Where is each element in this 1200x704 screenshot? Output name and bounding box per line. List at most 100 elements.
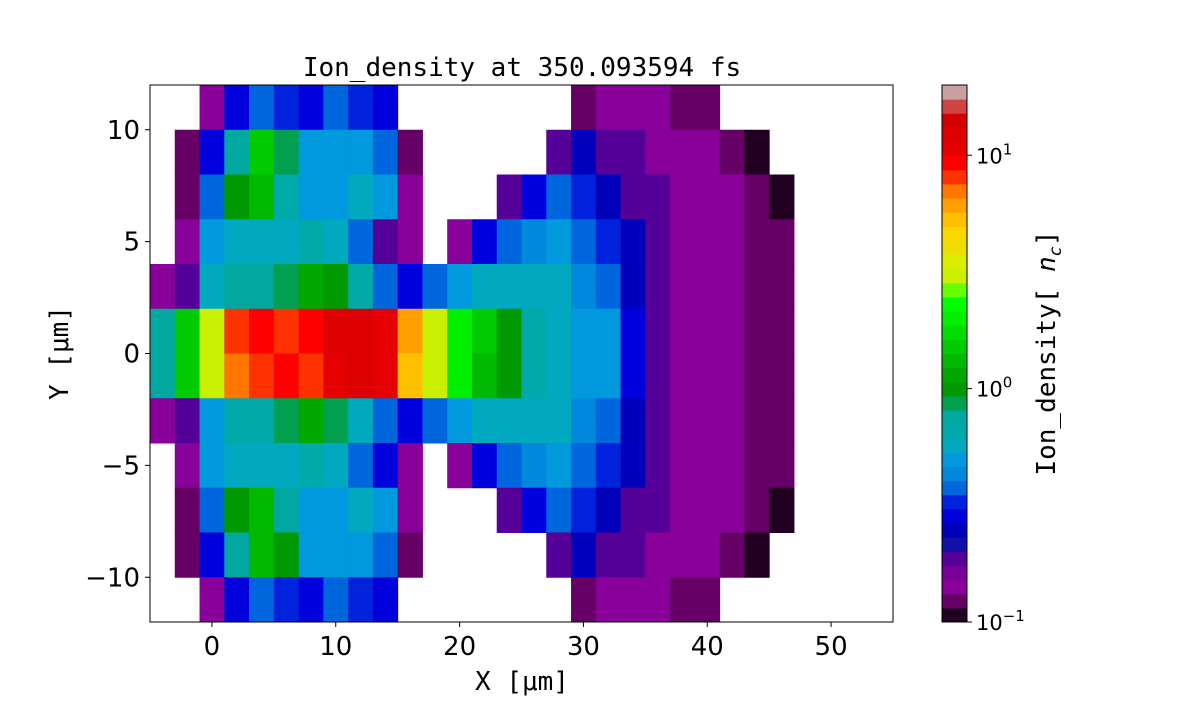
heatmap-cell — [372, 129, 399, 175]
heatmap-cell — [769, 308, 795, 354]
colorbar-band — [942, 99, 967, 114]
heatmap-cell — [521, 219, 547, 265]
heatmap-cell — [769, 174, 795, 220]
heatmap-cell — [323, 398, 349, 444]
heatmap-cell — [496, 487, 522, 533]
heatmap-cell — [224, 219, 250, 265]
heatmap-cell — [273, 264, 300, 310]
heatmap-cell — [199, 264, 225, 310]
heatmap-cell — [546, 129, 572, 175]
heatmap-cell — [150, 264, 176, 310]
heatmap-cell — [744, 129, 770, 175]
heatmap-cell — [150, 353, 176, 399]
heatmap-cell — [719, 487, 745, 533]
heatmap-cell — [694, 532, 721, 578]
heatmap-cell — [249, 308, 275, 354]
colorbar-band — [942, 466, 967, 482]
heatmap-cell — [620, 264, 646, 310]
colorbar-band — [942, 339, 967, 354]
colorbar-band — [942, 593, 967, 609]
heatmap-cell — [298, 443, 324, 489]
heatmap-cell — [620, 174, 646, 220]
colorbar-band — [942, 438, 967, 453]
heatmap-cell — [694, 129, 721, 175]
heatmap-cell — [323, 443, 349, 489]
heatmap-cell — [645, 264, 671, 310]
heatmap-cell — [571, 264, 597, 310]
colorbar-band — [942, 127, 967, 143]
heatmap-cell — [372, 487, 399, 533]
colorbar-band — [942, 537, 967, 552]
heatmap-cell — [496, 308, 522, 354]
heatmap-cell — [571, 219, 597, 265]
heatmap-cell — [769, 264, 795, 310]
heatmap-cell — [571, 174, 597, 220]
heatmap-cell — [174, 174, 201, 220]
heatmap-cell — [571, 129, 597, 175]
heatmap-cell — [595, 577, 622, 623]
heatmap-cell — [323, 264, 349, 310]
heatmap-cell — [546, 308, 572, 354]
heatmap-cell — [719, 264, 745, 310]
heatmap-cell — [150, 398, 176, 444]
heatmap-cell — [670, 443, 696, 489]
heatmap-cell — [645, 532, 671, 578]
heatmap-cell — [719, 443, 745, 489]
heatmap-cell — [447, 398, 473, 444]
heatmap-cell — [199, 85, 225, 131]
heatmap-cell — [496, 398, 522, 444]
heatmap-cell — [447, 308, 473, 354]
heatmap-cell — [348, 264, 374, 310]
heatmap-cell — [397, 174, 423, 220]
heatmap-cell — [174, 532, 201, 578]
heatmap-cell — [199, 129, 225, 175]
colorbar-band — [942, 381, 967, 397]
x-tick-label: 30 — [567, 632, 600, 662]
heatmap-cell — [620, 219, 646, 265]
heatmap-cell — [694, 353, 721, 399]
heatmap-cell — [595, 308, 622, 354]
heatmap-cell — [744, 219, 770, 265]
colorbar-band — [942, 113, 967, 128]
heatmap-cell — [224, 577, 250, 623]
heatmap-cell — [447, 443, 473, 489]
heatmap-cell — [348, 219, 374, 265]
heatmap-cell — [422, 264, 448, 310]
heatmap-cell — [348, 532, 374, 578]
heatmap-cell — [372, 398, 399, 444]
colorbar-band — [942, 226, 967, 241]
heatmap-cell — [397, 353, 423, 399]
heatmap-cell — [298, 487, 324, 533]
heatmap-cell — [670, 85, 696, 131]
colorbar-band — [942, 565, 967, 581]
heatmap-cell — [298, 129, 324, 175]
heatmap-cell — [224, 398, 250, 444]
heatmap-cell — [348, 85, 374, 131]
heatmap-cell — [620, 398, 646, 444]
heatmap-cell — [769, 487, 795, 533]
heatmap-cell — [645, 398, 671, 444]
heatmap-cell — [323, 219, 349, 265]
heatmap-cell — [224, 443, 250, 489]
heatmap-cell — [372, 443, 399, 489]
x-axis-label: X [μm] — [475, 667, 569, 697]
heatmap-cell — [150, 308, 176, 354]
heatmap-cell — [645, 129, 671, 175]
heatmap-cell — [199, 308, 225, 354]
heatmap-cell — [348, 129, 374, 175]
heatmap-cell — [571, 353, 597, 399]
colorbar-band — [942, 268, 967, 284]
heatmap-cell — [199, 577, 225, 623]
heatmap-cell — [546, 532, 572, 578]
heatmap-cell — [571, 577, 597, 623]
heatmap-cell — [249, 487, 275, 533]
heatmap-cell — [595, 85, 622, 131]
heatmap-cell — [447, 353, 473, 399]
heatmap-cell — [571, 443, 597, 489]
heatmap-cell — [298, 219, 324, 265]
heatmap-cell — [645, 443, 671, 489]
heatmap-cell — [348, 353, 374, 399]
colorbar-band — [942, 155, 967, 171]
heatmap-cell — [298, 532, 324, 578]
